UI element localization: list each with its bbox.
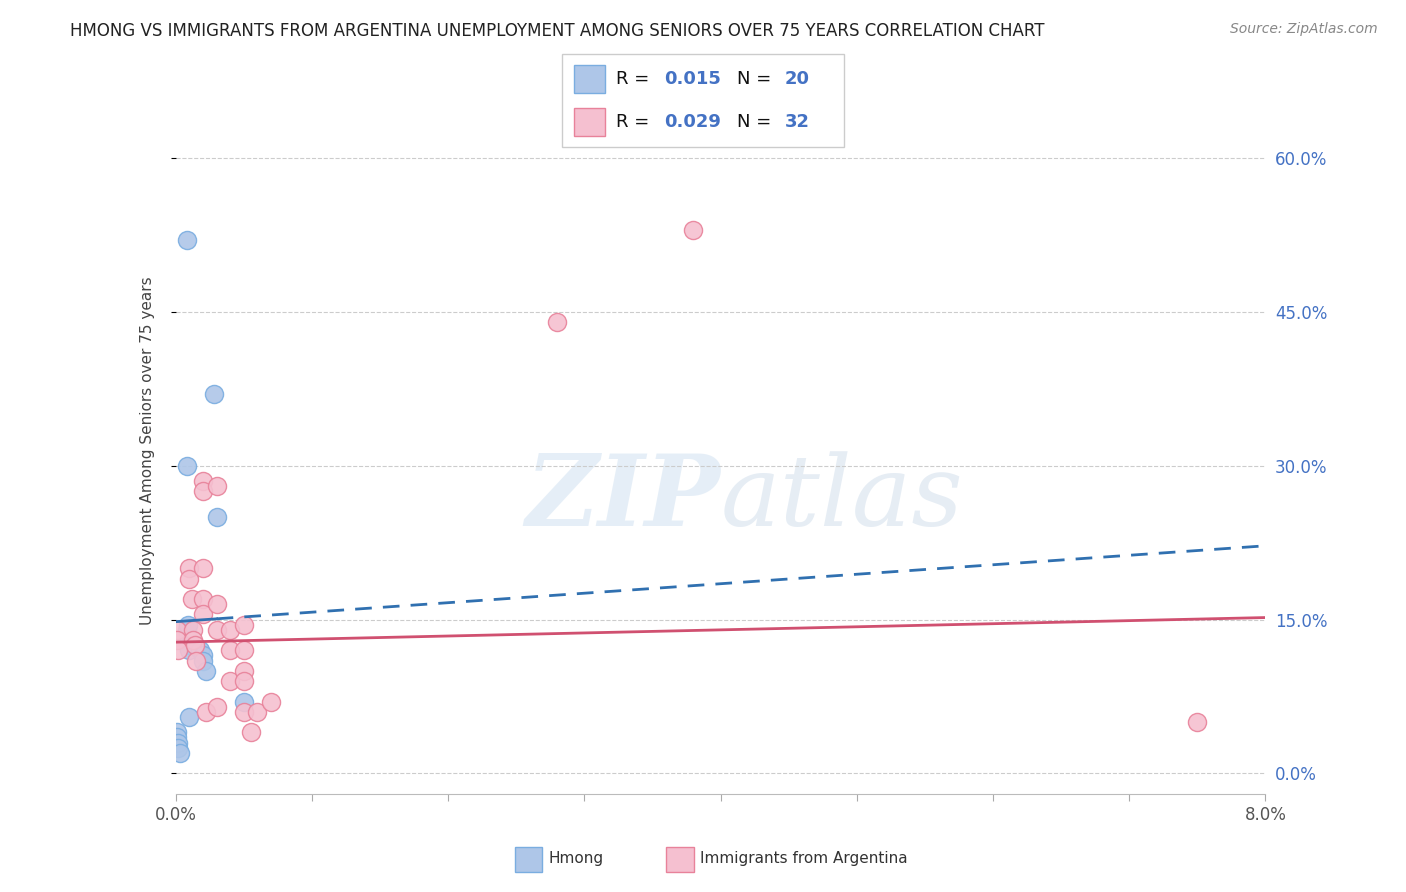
- Point: [191, 474, 214, 488]
- Text: Immigrants from Argentina: Immigrants from Argentina: [700, 852, 908, 866]
- Point: [191, 484, 214, 499]
- Bar: [574, 108, 605, 136]
- Point: [166, 633, 188, 648]
- Point: [260, 695, 283, 709]
- Bar: [515, 847, 543, 871]
- Text: 0.015: 0.015: [664, 70, 720, 87]
- Point: [191, 607, 214, 622]
- Point: [219, 643, 242, 657]
- Point: [232, 674, 254, 689]
- Point: [219, 623, 242, 637]
- Text: N =: N =: [737, 70, 776, 87]
- Bar: [666, 847, 695, 871]
- Point: [232, 643, 254, 657]
- Point: [205, 623, 228, 637]
- Point: [191, 592, 214, 607]
- Point: [232, 705, 254, 719]
- Point: [194, 664, 217, 678]
- Point: [179, 561, 201, 575]
- Point: [179, 633, 201, 648]
- Point: [166, 731, 188, 745]
- Point: [219, 674, 242, 689]
- Text: 0.029: 0.029: [664, 113, 720, 131]
- Point: [186, 654, 208, 668]
- Text: Source: ZipAtlas.com: Source: ZipAtlas.com: [1230, 22, 1378, 37]
- Point: [682, 223, 704, 237]
- Text: N =: N =: [737, 113, 776, 131]
- Point: [191, 654, 214, 668]
- Text: R =: R =: [616, 113, 655, 131]
- Text: Hmong: Hmong: [548, 852, 603, 866]
- Point: [181, 592, 204, 607]
- Point: [188, 643, 211, 657]
- Point: [183, 623, 205, 637]
- Text: ZIP: ZIP: [526, 450, 721, 547]
- Point: [179, 710, 201, 724]
- Point: [176, 458, 198, 473]
- Text: 20: 20: [785, 70, 810, 87]
- Point: [239, 725, 262, 739]
- Y-axis label: Unemployment Among Seniors over 75 years: Unemployment Among Seniors over 75 years: [141, 277, 155, 624]
- Point: [184, 638, 207, 652]
- Point: [179, 638, 201, 652]
- FancyBboxPatch shape: [562, 54, 844, 147]
- Point: [205, 510, 228, 524]
- Point: [183, 633, 205, 648]
- Point: [202, 387, 225, 401]
- Point: [179, 572, 201, 586]
- Point: [167, 740, 190, 755]
- Point: [194, 705, 217, 719]
- Point: [166, 623, 188, 637]
- Point: [1187, 715, 1209, 730]
- Point: [232, 664, 254, 678]
- Point: [167, 736, 190, 750]
- Point: [169, 746, 191, 760]
- Point: [205, 699, 228, 714]
- Point: [166, 725, 188, 739]
- Point: [167, 643, 190, 657]
- Text: 32: 32: [785, 113, 810, 131]
- Point: [176, 233, 198, 247]
- Point: [546, 315, 568, 329]
- Point: [179, 643, 201, 657]
- Point: [176, 623, 198, 637]
- Text: HMONG VS IMMIGRANTS FROM ARGENTINA UNEMPLOYMENT AMONG SENIORS OVER 75 YEARS CORR: HMONG VS IMMIGRANTS FROM ARGENTINA UNEMP…: [70, 22, 1045, 40]
- Point: [205, 479, 228, 493]
- Text: atlas: atlas: [721, 450, 963, 546]
- Point: [232, 617, 254, 632]
- Point: [177, 617, 200, 632]
- Point: [205, 597, 228, 611]
- Bar: [574, 65, 605, 93]
- Point: [191, 561, 214, 575]
- Point: [232, 695, 254, 709]
- Point: [246, 705, 269, 719]
- Point: [191, 648, 214, 663]
- Text: R =: R =: [616, 70, 655, 87]
